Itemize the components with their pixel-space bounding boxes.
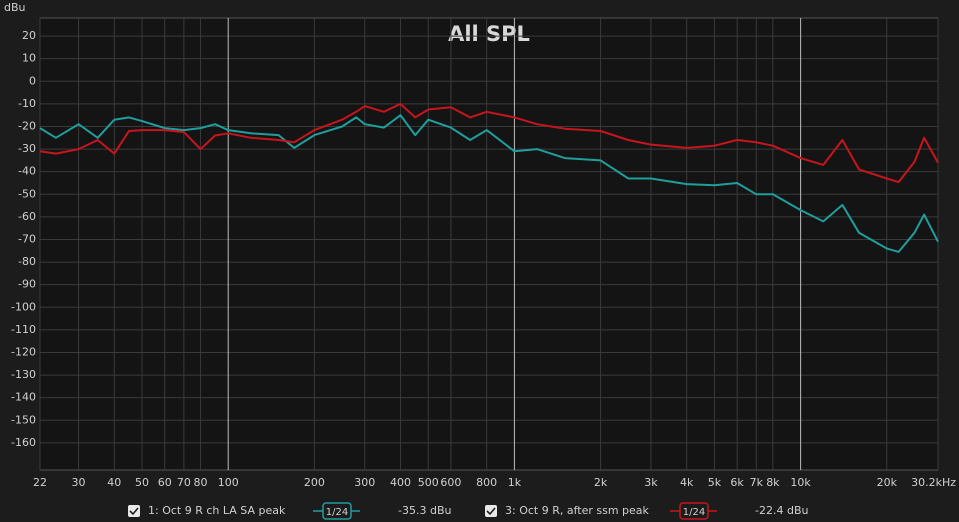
- x-tick-label: 500: [418, 476, 439, 489]
- x-tick-label: 10k: [790, 476, 811, 489]
- plot-area: [39, 17, 939, 471]
- x-tick-label: 100: [218, 476, 239, 489]
- smoothing-label: 1/24: [683, 507, 705, 518]
- x-tick-label: 60: [158, 476, 172, 489]
- legend-checkbox[interactable]: [128, 505, 140, 517]
- x-tick-label: 70: [177, 476, 191, 489]
- y-tick-label: -20: [18, 119, 36, 132]
- x-tick-label: 22: [33, 476, 47, 489]
- y-tick-label: -90: [18, 278, 36, 291]
- y-tick-label: -50: [18, 187, 36, 200]
- y-tick-label: 10: [22, 52, 36, 65]
- x-tick-label: 40: [107, 476, 121, 489]
- x-tick-label: 7k: [750, 476, 764, 489]
- x-tick-label: 1k: [508, 476, 522, 489]
- y-tick-label: -160: [11, 436, 36, 449]
- y-tick-label: -10: [18, 97, 36, 110]
- smoothing-box[interactable]: [679, 502, 709, 520]
- legend: 1: Oct 9 R ch LA SA peak 1/24 -35.3 dBu 3: …: [128, 502, 808, 520]
- y-tick-label: -130: [11, 368, 36, 381]
- smoothing-label: 1/24: [326, 507, 348, 518]
- y-tick-label: -60: [18, 210, 36, 223]
- x-tick-label: 200: [304, 476, 325, 489]
- legend-checkbox[interactable]: [485, 505, 497, 517]
- x-tick-label: 80: [193, 476, 207, 489]
- y-axis-unit: dBu: [4, 1, 26, 14]
- y-tick-label: -80: [18, 255, 36, 268]
- x-tick-label: 4k: [680, 476, 694, 489]
- y-tick-label: 0: [29, 74, 36, 87]
- legend-label: 1: Oct 9 R ch LA SA peak: [148, 504, 286, 517]
- legend-label: 3: Oct 9 R, after ssm peak: [505, 504, 650, 517]
- x-tick-label: 30: [72, 476, 86, 489]
- checkmark: [129, 507, 139, 516]
- legend-readout: -35.3 dBu: [398, 504, 451, 517]
- x-tick-label: 5k: [708, 476, 722, 489]
- y-tick-label: -150: [11, 413, 36, 426]
- smoothing-box[interactable]: [322, 502, 352, 520]
- x-tick-label: 2k: [594, 476, 608, 489]
- y-tick-label: -40: [18, 165, 36, 178]
- x-tick-label: 6k: [730, 476, 744, 489]
- x-tick-label: 600: [440, 476, 461, 489]
- y-tick-label: -100: [11, 300, 36, 313]
- y-tick-label: -110: [11, 323, 36, 336]
- y-tick-label: -120: [11, 345, 36, 358]
- x-tick-label: 30.2kHz: [911, 476, 956, 489]
- y-tick-label: -30: [18, 142, 36, 155]
- y-tick-label: -140: [11, 391, 36, 404]
- series-line: [39, 114, 939, 253]
- x-tick-label: 8k: [766, 476, 780, 489]
- checkmark: [486, 507, 496, 516]
- x-tick-label: 3k: [644, 476, 658, 489]
- chart-title: All SPL: [448, 22, 530, 46]
- x-tick-label: 20k: [877, 476, 898, 489]
- series-line: [39, 102, 939, 184]
- legend-readout: -22.4 dBu: [755, 504, 808, 517]
- x-tick-label: 300: [354, 476, 375, 489]
- x-tick-label: 50: [135, 476, 149, 489]
- x-tick-label: 800: [476, 476, 497, 489]
- y-tick-label: 20: [22, 29, 36, 42]
- y-tick-label: -70: [18, 232, 36, 245]
- x-tick-label: 400: [390, 476, 411, 489]
